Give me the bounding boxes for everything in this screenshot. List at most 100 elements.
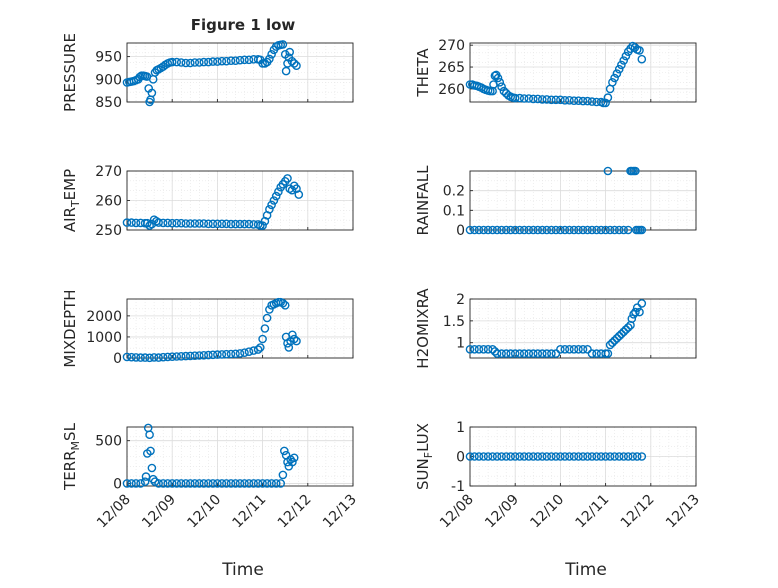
data-point <box>131 218 141 228</box>
data-point <box>181 58 191 68</box>
data-point <box>294 190 304 199</box>
data-point <box>235 479 245 488</box>
data-point <box>265 54 274 64</box>
data-point <box>499 86 509 96</box>
data-point <box>267 200 276 210</box>
data-point <box>465 344 475 354</box>
data-point <box>140 477 150 487</box>
data-point <box>542 95 552 104</box>
y-axis-label: AIRTEMP <box>61 169 82 232</box>
data-point <box>199 219 209 228</box>
data-point <box>231 349 240 359</box>
data-point <box>635 307 644 317</box>
data-point <box>244 219 254 229</box>
data-point <box>510 452 520 461</box>
data-point <box>127 479 136 488</box>
data-point <box>285 47 295 57</box>
data-point <box>587 225 597 235</box>
data-point <box>635 46 644 55</box>
data-point <box>249 479 258 488</box>
y-axis-label-main: TERR <box>61 450 79 491</box>
data-point <box>136 479 145 488</box>
data-point <box>497 349 506 358</box>
axes-box <box>126 42 354 103</box>
data-point <box>596 225 606 235</box>
data-point <box>565 452 574 461</box>
data-point <box>226 479 236 488</box>
data-point <box>163 218 172 228</box>
data-point <box>547 349 556 358</box>
data-point <box>213 57 222 66</box>
data-point <box>255 343 265 352</box>
data-point <box>479 452 488 461</box>
data-point <box>574 344 583 354</box>
data-point <box>240 219 249 229</box>
data-point <box>583 96 592 106</box>
data-point <box>612 333 622 343</box>
panel-8: -1 0 1 12/08 12/09 12/10 12/11 12/12 12/13 SUNFLU… <box>414 420 703 531</box>
data-point <box>637 54 647 64</box>
data-point <box>208 57 218 66</box>
data-point <box>176 351 186 361</box>
data-point <box>194 219 204 228</box>
data-point <box>131 479 141 488</box>
y-tick-label: 1 <box>456 336 465 352</box>
data-point <box>617 60 626 70</box>
data-point <box>488 344 497 354</box>
data-point <box>281 66 291 76</box>
y-axis-label-main: THETA <box>414 48 432 98</box>
data-point <box>501 225 511 235</box>
x-tick-label: 12/08 <box>94 492 134 532</box>
data-point <box>519 225 529 235</box>
data-point <box>510 225 520 235</box>
x-tick-label: 12/13 <box>320 492 360 532</box>
data-point <box>280 300 290 310</box>
data-point <box>190 58 200 67</box>
y-tick-label: 2 <box>456 292 465 308</box>
y-axis-label-main: SUN <box>414 458 432 490</box>
data-point <box>222 479 231 488</box>
data-point <box>176 58 186 67</box>
data-point <box>524 452 534 461</box>
data-point <box>533 349 543 358</box>
data-point <box>217 350 227 359</box>
data-point <box>474 344 484 354</box>
data-point <box>608 78 617 87</box>
data-point <box>235 349 245 358</box>
data-point <box>172 218 181 228</box>
data-point <box>253 345 263 354</box>
data-point <box>619 225 629 235</box>
data-point <box>565 96 574 105</box>
data-point <box>623 323 633 332</box>
data-point <box>533 452 543 461</box>
y-tick-label: 900 <box>95 72 122 88</box>
data-point <box>231 219 240 229</box>
data-point <box>495 78 505 87</box>
data-point <box>556 225 565 235</box>
panel-1: 850 900 950 PRESSURE <box>61 33 354 112</box>
data-point <box>610 336 619 345</box>
data-point <box>556 344 565 354</box>
data-point <box>479 344 488 354</box>
data-point <box>181 351 191 361</box>
data-point <box>147 463 157 473</box>
panel-background <box>470 171 696 230</box>
data-point <box>185 351 195 361</box>
data-point <box>267 479 276 488</box>
data-point <box>226 219 236 229</box>
data-point <box>208 350 218 360</box>
data-point <box>493 73 503 83</box>
data-point <box>578 96 588 106</box>
data-point <box>551 349 561 358</box>
data-point <box>127 352 136 362</box>
data-point <box>542 349 552 358</box>
data-point <box>262 313 272 323</box>
data-point <box>515 349 525 358</box>
data-point <box>506 225 516 235</box>
data-point <box>542 452 552 461</box>
data-point <box>190 479 200 488</box>
data-point <box>614 225 624 235</box>
data-point <box>287 185 297 195</box>
data-point <box>231 479 240 488</box>
data-point <box>167 352 177 362</box>
